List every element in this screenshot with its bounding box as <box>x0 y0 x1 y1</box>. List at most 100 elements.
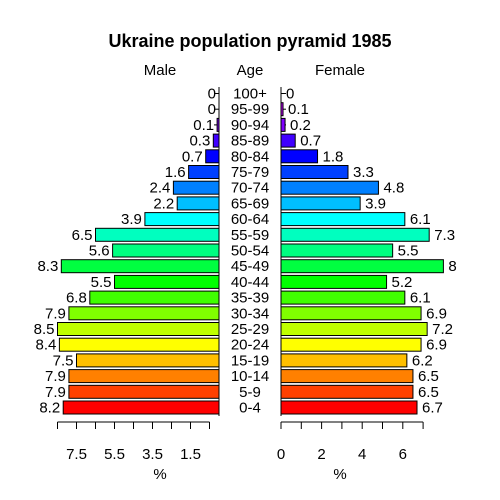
male-value-label: 0.3 <box>189 133 210 150</box>
female-value-label: 0.1 <box>288 101 309 118</box>
female-value-label: 3.9 <box>365 195 386 212</box>
female-bar <box>280 227 430 242</box>
age-label: 35-39 <box>231 290 269 307</box>
age-label: 75-79 <box>231 164 269 181</box>
male-value-label: 0.7 <box>182 148 203 165</box>
chart-title: Ukraine population pyramid 1985 <box>108 31 391 51</box>
male-value-label: 8.4 <box>36 337 57 354</box>
male-bar <box>76 353 220 368</box>
male-header: Male <box>144 62 177 79</box>
male-x-axis: 7.5 5.5 3.5 1.5 <box>57 421 210 463</box>
female-bar <box>280 133 296 148</box>
male-value-label: 5.6 <box>89 243 110 260</box>
female-value-label: 6.7 <box>422 400 443 417</box>
male-bar <box>216 117 220 132</box>
male-bar <box>62 400 220 415</box>
male-value-label: 5.5 <box>91 274 112 291</box>
female-bar <box>280 149 319 164</box>
female-bar <box>280 180 379 195</box>
male-x-tick-label: 1.5 <box>180 446 201 463</box>
male-bar <box>60 259 220 274</box>
male-value-label: 8.3 <box>37 258 58 275</box>
female-x-axis: 0 2 4 6 <box>277 421 424 463</box>
male-bar <box>112 243 220 258</box>
male-x-tick-label: 5.5 <box>104 446 125 463</box>
female-bar <box>280 337 422 352</box>
female-bar <box>280 117 286 132</box>
age-header: Age <box>237 62 264 79</box>
female-x-tick-label: 4 <box>358 446 366 463</box>
age-label: 0-4 <box>239 400 261 417</box>
age-label: 20-24 <box>231 337 269 354</box>
female-value-label: 5.5 <box>398 243 419 260</box>
female-bar <box>280 353 408 368</box>
male-bar <box>68 369 220 384</box>
age-label: 70-74 <box>231 180 269 197</box>
male-bar <box>57 322 220 336</box>
age-label: 5-9 <box>239 384 261 401</box>
female-header: Female <box>315 62 365 79</box>
female-value-label: 0.2 <box>290 117 311 134</box>
male-value-label: 6.5 <box>72 227 93 244</box>
age-label: 15-19 <box>231 352 269 369</box>
male-value-label: 0.1 <box>193 117 214 134</box>
female-bar <box>280 306 422 321</box>
age-label: 55-59 <box>231 227 269 244</box>
male-value-label: 7.5 <box>53 352 74 369</box>
age-label: 40-44 <box>231 274 269 291</box>
male-value-label: 1.6 <box>165 164 186 181</box>
male-value-label: 8.2 <box>39 400 60 417</box>
female-bar <box>280 400 418 415</box>
female-bar <box>280 274 388 289</box>
age-label: 85-89 <box>231 133 269 150</box>
female-bar <box>280 165 349 179</box>
male-bar <box>68 384 220 399</box>
age-label: 60-64 <box>231 211 269 228</box>
female-value-label: 5.2 <box>392 274 413 291</box>
male-value-label: 0 <box>208 86 216 103</box>
female-bar <box>280 243 394 258</box>
female-bar <box>280 196 361 211</box>
male-value-label: 7.9 <box>45 305 66 322</box>
male-bar <box>212 133 220 148</box>
female-bar <box>280 369 414 384</box>
age-label: 65-69 <box>231 195 269 212</box>
male-bar <box>95 227 220 242</box>
age-label: 100+ <box>233 86 267 103</box>
female-value-label: 4.8 <box>383 180 404 197</box>
male-value-label: 7.9 <box>45 368 66 385</box>
age-label: 50-54 <box>231 243 269 260</box>
male-value-label: 8.5 <box>34 321 55 338</box>
male-bar <box>89 290 220 305</box>
female-bar <box>280 290 406 305</box>
male-value-label: 6.8 <box>66 290 87 307</box>
male-value-label: 2.2 <box>153 195 174 212</box>
female-value-label: 7.3 <box>434 227 455 244</box>
male-bar <box>68 306 220 321</box>
male-x-axis-label: % <box>153 466 166 483</box>
female-value-label: 6.9 <box>426 337 447 354</box>
age-label: 30-34 <box>231 305 269 322</box>
female-bar <box>280 259 444 274</box>
female-value-label: 6.2 <box>412 352 433 369</box>
male-x-tick-label: 7.5 <box>66 446 87 463</box>
female-bar <box>280 322 428 336</box>
male-bar <box>205 149 220 164</box>
age-label: 90-94 <box>231 117 269 134</box>
labels-group: 0-4 8.2 6.7 5-9 7.9 6.5 10-14 7.9 6.5 15-19 7.5 6.2… <box>34 86 457 417</box>
female-value-label: 0.7 <box>300 133 321 150</box>
female-value-label: 0 <box>286 86 294 103</box>
female-value-label: 6.5 <box>418 368 439 385</box>
female-x-tick-label: 0 <box>277 446 285 463</box>
male-bar <box>144 212 220 227</box>
female-value-label: 6.9 <box>426 305 447 322</box>
female-bar <box>280 212 406 227</box>
female-value-label: 6.1 <box>410 290 431 307</box>
male-bar <box>176 196 220 211</box>
female-value-label: 1.8 <box>323 148 344 165</box>
male-x-tick-label: 3.5 <box>142 446 163 463</box>
female-value-label: 3.3 <box>353 164 374 181</box>
female-x-tick-label: 2 <box>317 446 325 463</box>
male-value-label: 0 <box>208 101 216 118</box>
